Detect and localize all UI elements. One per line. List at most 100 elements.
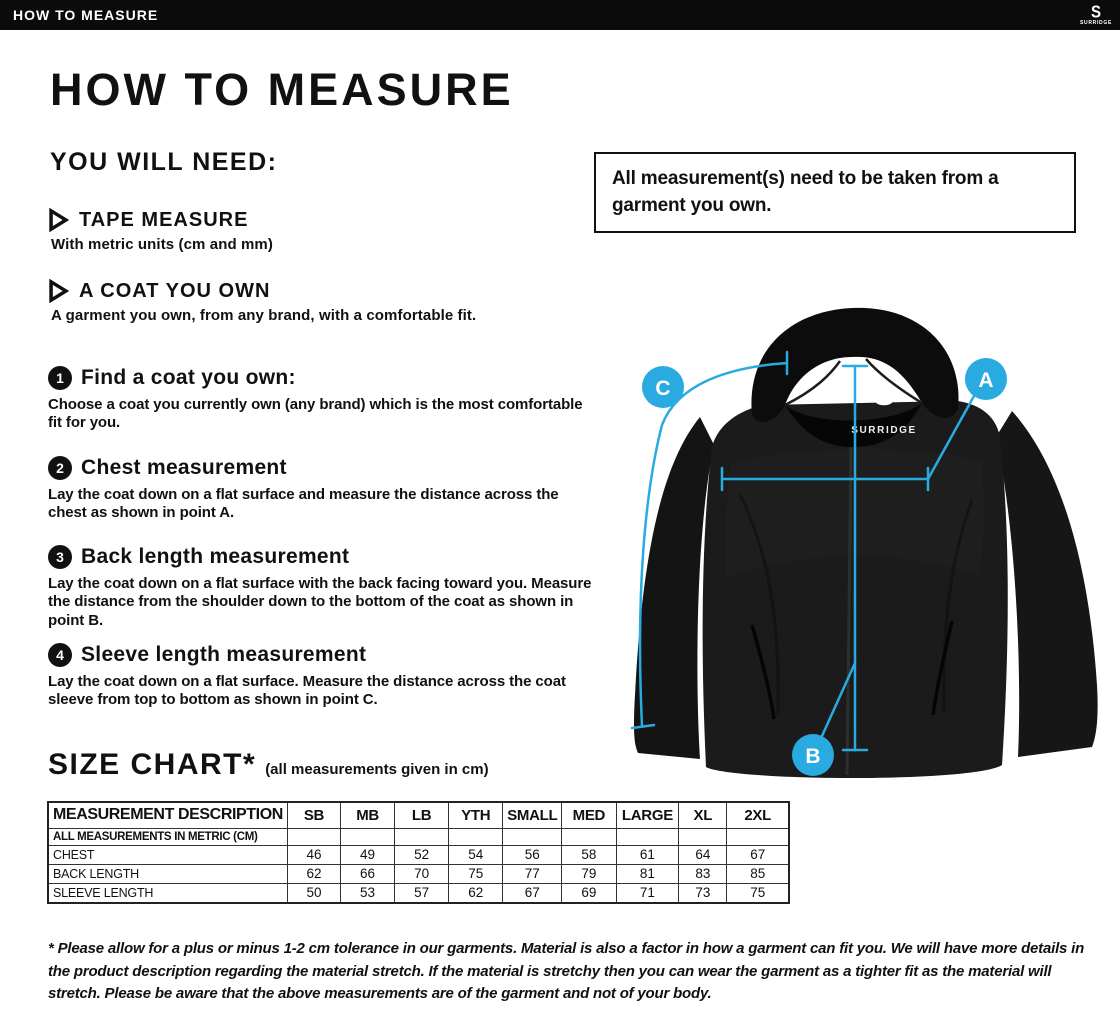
measurement-b-pointer — [820, 661, 857, 738]
step-number-badge: 2 — [48, 456, 72, 480]
value-cell: 53 — [339, 882, 396, 903]
empty-cell — [726, 827, 790, 846]
value-cell: 50 — [286, 882, 342, 903]
table-row-sleeve-length: SLEEVE LENGTH 50 53 57 62 67 69 71 73 75 — [47, 882, 790, 903]
value-cell: 66 — [339, 863, 396, 884]
value-cell: 83 — [678, 863, 728, 884]
header-cell: LB — [394, 801, 450, 829]
value-cell: 67 — [502, 882, 563, 903]
point-c-marker: C — [642, 366, 684, 408]
jacket-illustration: S SURRIDGE — [630, 307, 1098, 778]
step-header: 3 Back length measurement — [48, 545, 598, 569]
table-row-back-length: BACK LENGTH 62 66 70 75 77 79 81 83 85 — [47, 863, 790, 884]
jacket-wrinkle — [942, 499, 974, 714]
topbar-title: HOW TO MEASURE — [13, 7, 159, 23]
empty-cell — [561, 827, 617, 846]
row-label-cell: CHEST — [47, 844, 288, 865]
hood-fold — [784, 360, 842, 407]
need-item-label: A COAT YOU OWN — [79, 279, 271, 302]
header-cell: SMALL — [502, 801, 563, 829]
metric-note-row: ALL MEASUREMENTS IN METRIC (CM) — [47, 827, 790, 846]
jacket-measurement-diagram: S SURRIDGE — [600, 295, 1120, 805]
value-cell: 75 — [448, 863, 504, 884]
step-2: 2 Chest measurement Lay the coat down on… — [48, 456, 598, 523]
empty-cell — [615, 827, 680, 846]
play-triangle-icon — [49, 279, 69, 303]
jacket-left-sleeve — [634, 417, 714, 759]
topbar: HOW TO MEASURE S SURRIDGE — [0, 0, 1120, 30]
empty-cell — [678, 827, 728, 846]
size-chart-subtitle: (all measurements given in cm) — [265, 761, 489, 778]
step-description: Lay the coat down on a flat surface with… — [48, 575, 592, 629]
header-cell: SB — [286, 801, 342, 829]
value-cell: 69 — [561, 882, 617, 903]
need-item-coat: A COAT YOU OWN A garment you own, from a… — [48, 279, 608, 324]
note-box: All measurement(s) need to be taken from… — [594, 152, 1076, 234]
step-number-badge: 3 — [48, 545, 72, 569]
header-cell: LARGE — [615, 801, 680, 829]
value-cell: 46 — [286, 844, 342, 865]
value-cell: 73 — [678, 882, 728, 903]
header-cell: 2XL — [726, 801, 790, 829]
jacket-left-pocket — [750, 624, 776, 720]
step-title: Find a coat you own: — [81, 366, 296, 389]
step-description: Lay the coat down on a flat surface and … — [48, 486, 559, 522]
value-cell: 64 — [678, 844, 728, 865]
jacket-right-sleeve — [996, 411, 1098, 757]
point-a-marker: A — [965, 358, 1007, 400]
step-number-badge: 1 — [48, 366, 72, 390]
step-number-badge: 4 — [48, 643, 72, 667]
need-item-description: With metric units (cm and mm) — [51, 236, 273, 253]
surridge-s-icon: S — [1090, 2, 1101, 23]
value-cell: 81 — [615, 863, 680, 884]
empty-cell — [339, 827, 396, 846]
header-cell: MB — [339, 801, 396, 829]
value-cell: 67 — [726, 844, 790, 865]
surridge-logo: S SURRIDGE — [1080, 4, 1112, 26]
header-cell: MEASUREMENT DESCRIPTION — [47, 801, 288, 829]
step-description: Lay the coat down on a flat surface. Mea… — [48, 673, 566, 709]
value-cell: 62 — [448, 882, 504, 903]
value-cell: 79 — [561, 863, 617, 884]
header-cell: YTH — [448, 801, 504, 829]
page-title: HOW TO MEASURE — [50, 64, 514, 115]
step-3: 3 Back length measurement Lay the coat d… — [48, 545, 598, 630]
need-item-description: A garment you own, from any brand, with … — [51, 307, 477, 324]
row-label-cell: BACK LENGTH — [47, 863, 288, 884]
note-text: All measurement(s) need to be taken from… — [612, 168, 999, 216]
need-item-header: A COAT YOU OWN — [48, 279, 608, 303]
table-row-chest: CHEST 46 49 52 54 56 58 61 64 67 — [47, 844, 790, 865]
value-cell: 58 — [561, 844, 617, 865]
value-cell: 77 — [502, 863, 563, 884]
step-4: 4 Sleeve length measurement Lay the coat… — [48, 643, 598, 710]
jacket-zipper — [845, 446, 853, 776]
jacket-logo-text: SURRIDGE — [851, 425, 917, 436]
value-cell: 49 — [339, 844, 396, 865]
footnote: * Please allow for a plus or minus 1-2 c… — [48, 940, 1085, 1002]
metric-note-cell: ALL MEASUREMENTS IN METRIC (CM) — [47, 827, 288, 846]
empty-cell — [502, 827, 563, 846]
measurement-a-pointer — [926, 394, 976, 481]
point-a-label: A — [978, 369, 993, 392]
header-cell: XL — [678, 801, 728, 829]
step-title: Sleeve length measurement — [81, 643, 367, 666]
step-header: 2 Chest measurement — [48, 456, 598, 480]
jacket-wrinkle — [738, 494, 780, 716]
need-item-header: TAPE MEASURE — [48, 208, 608, 232]
size-chart-table: MEASUREMENT DESCRIPTION SB MB LB YTH SMA… — [47, 801, 790, 904]
value-cell: 62 — [286, 863, 342, 884]
table-header-row: MEASUREMENT DESCRIPTION SB MB LB YTH SMA… — [47, 801, 790, 829]
value-cell: 54 — [448, 844, 504, 865]
point-b-marker: B — [792, 734, 834, 776]
value-cell: 70 — [394, 863, 450, 884]
need-item-label: TAPE MEASURE — [79, 208, 249, 231]
point-b-label: B — [805, 745, 820, 768]
value-cell: 75 — [726, 882, 790, 903]
step-title: Back length measurement — [81, 545, 350, 568]
measurement-line-c — [638, 361, 789, 728]
value-cell: 85 — [726, 863, 790, 884]
step-header: 1 Find a coat you own: — [48, 366, 598, 390]
empty-cell — [448, 827, 504, 846]
point-c-label: C — [655, 377, 670, 400]
